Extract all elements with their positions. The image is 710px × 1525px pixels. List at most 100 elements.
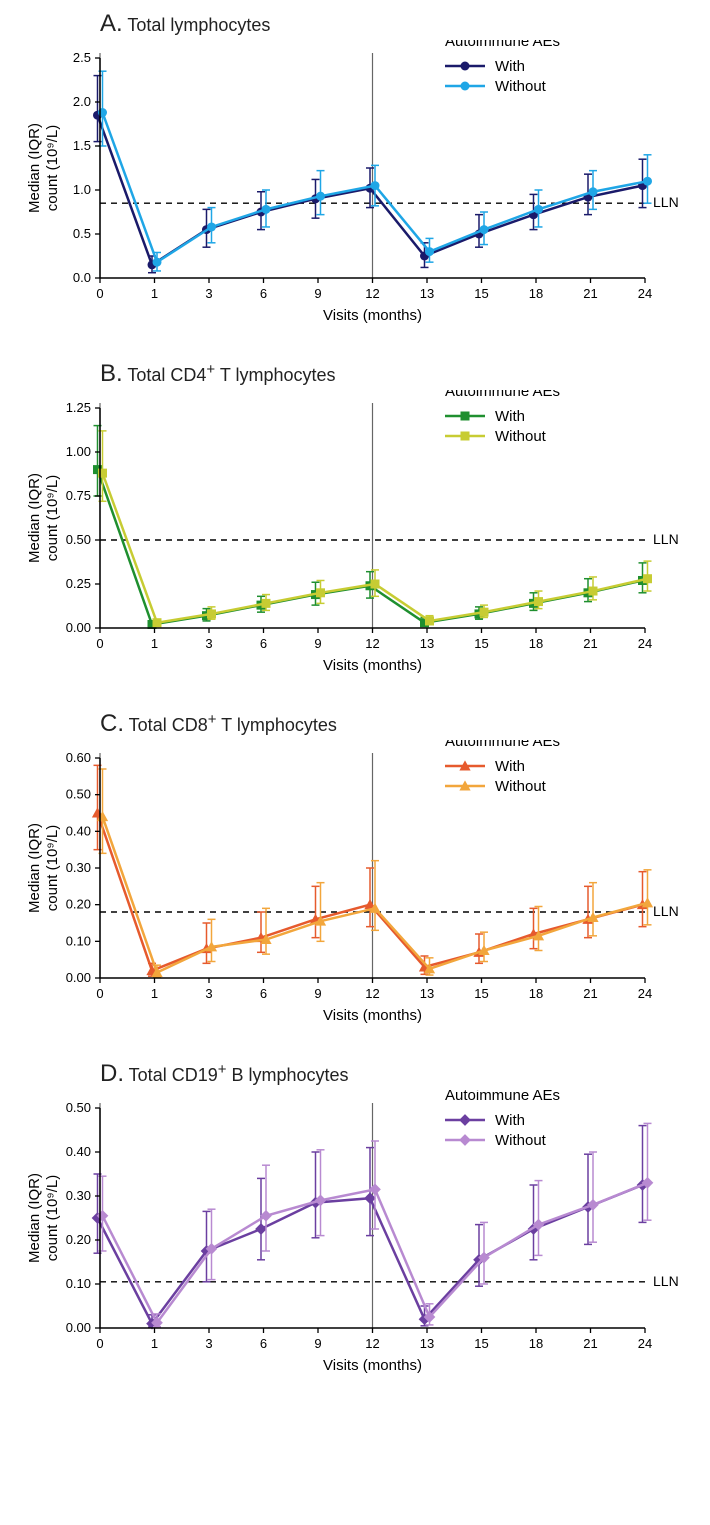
x-tick-label: 0 <box>96 636 103 651</box>
y-tick-label: 0.25 <box>66 576 91 591</box>
y-axis-title: Median (IQR)count (10⁹/L) <box>26 123 61 213</box>
panel-B: B. Total CD4+ T lymphocytes LLN 0.00 0.25 0.… <box>10 360 700 690</box>
y-tick-label: 0.20 <box>66 897 91 912</box>
x-tick-label: 18 <box>529 986 543 1001</box>
x-tick-label: 6 <box>260 986 267 1001</box>
legend-label: With <box>495 408 525 425</box>
legend-label: Without <box>495 778 547 795</box>
x-tick-label: 24 <box>638 986 652 1001</box>
legend-title: Autoimmune AEs <box>445 1090 560 1104</box>
x-tick-label: 9 <box>314 636 321 651</box>
x-tick-label: 24 <box>638 636 652 651</box>
y-tick-label: 0.60 <box>66 750 91 765</box>
legend-title: Autoimmune AEs <box>445 390 560 400</box>
x-tick-label: 0 <box>96 986 103 1001</box>
x-tick-label: 15 <box>474 1336 488 1351</box>
x-tick-label: 0 <box>96 286 103 301</box>
legend-label: With <box>495 758 525 775</box>
x-tick-label: 3 <box>205 636 212 651</box>
y-tick-label: 0.00 <box>66 1320 91 1335</box>
x-tick-label: 21 <box>583 1336 597 1351</box>
x-tick-label: 13 <box>420 636 434 651</box>
y-tick-label: 0.10 <box>66 1276 91 1291</box>
legend-title: Autoimmune AEs <box>445 40 560 50</box>
x-axis-title: Visits (months) <box>323 1357 422 1374</box>
x-tick-label: 9 <box>314 986 321 1001</box>
y-axis-title: Median (IQR)count (10⁹/L) <box>26 473 61 563</box>
chart-D: LLN0.000.100.200.300.400.500136912131518… <box>10 1090 700 1390</box>
x-tick-label: 12 <box>365 286 379 301</box>
x-tick-label: 13 <box>420 286 434 301</box>
y-tick-label: 0.30 <box>66 1188 91 1203</box>
series-line-without <box>103 473 648 623</box>
lln-label: LLN <box>653 1273 679 1289</box>
panel-A: A. Total lymphocytes LLN 0.0 0.5 1.0 1.5 2.0 2.… <box>10 10 700 340</box>
chart-B: LLN0.000.250.500.751.001.250136912131518… <box>10 390 700 690</box>
x-tick-label: 6 <box>260 286 267 301</box>
x-tick-label: 15 <box>474 986 488 1001</box>
y-tick-label: 0.50 <box>66 1100 91 1115</box>
x-tick-label: 24 <box>638 286 652 301</box>
x-tick-label: 9 <box>314 1336 321 1351</box>
x-tick-label: 1 <box>151 636 158 651</box>
y-tick-label: 0.00 <box>66 620 91 635</box>
lln-label: LLN <box>653 194 679 210</box>
panel-title-D: D. Total CD19+ B lymphocytes <box>100 1060 700 1088</box>
y-tick-label: 0.50 <box>66 532 91 547</box>
lln-label: LLN <box>653 903 679 919</box>
chart-A: LLN0.00.51.01.52.02.501369121315182124Vi… <box>10 40 700 340</box>
y-tick-label: 2.5 <box>73 50 91 65</box>
x-tick-label: 21 <box>583 286 597 301</box>
x-tick-label: 12 <box>365 1336 379 1351</box>
legend-label: Without <box>495 1132 547 1149</box>
lln-label: LLN <box>653 531 679 547</box>
chart-C: LLN0.000.100.200.300.400.500.60013691213… <box>10 740 700 1040</box>
y-tick-label: 0.75 <box>66 488 91 503</box>
x-tick-label: 13 <box>420 1336 434 1351</box>
y-tick-label: 0.10 <box>66 933 91 948</box>
x-tick-label: 18 <box>529 636 543 651</box>
y-tick-label: 2.0 <box>73 94 91 109</box>
x-tick-label: 3 <box>205 1336 212 1351</box>
legend-label: Without <box>495 428 547 445</box>
x-tick-label: 1 <box>151 286 158 301</box>
panel-title-C: C. Total CD8+ T lymphocytes <box>100 710 700 738</box>
x-tick-label: 18 <box>529 1336 543 1351</box>
series-line-with <box>98 470 643 625</box>
y-tick-label: 0.30 <box>66 860 91 875</box>
x-tick-label: 3 <box>205 986 212 1001</box>
x-tick-label: 15 <box>474 286 488 301</box>
panel-C: C. Total CD8+ T lymphocytes LLN 0.00 0.10 0.… <box>10 710 700 1040</box>
y-tick-label: 0.50 <box>66 787 91 802</box>
x-axis-title: Visits (months) <box>323 1007 422 1024</box>
legend-label: With <box>495 58 525 75</box>
x-tick-label: 21 <box>583 986 597 1001</box>
y-tick-label: 1.00 <box>66 444 91 459</box>
y-tick-label: 0.00 <box>66 970 91 985</box>
panel-title-B: B. Total CD4+ T lymphocytes <box>100 360 700 388</box>
x-tick-label: 6 <box>260 1336 267 1351</box>
y-tick-label: 0.40 <box>66 1144 91 1159</box>
x-axis-title: Visits (months) <box>323 307 422 324</box>
y-axis-title: Median (IQR)count (10⁹/L) <box>26 1173 61 1263</box>
x-tick-label: 18 <box>529 286 543 301</box>
legend-label: With <box>495 1112 525 1129</box>
x-tick-label: 24 <box>638 1336 652 1351</box>
legend-title: Autoimmune AEs <box>445 740 560 750</box>
legend-label: Without <box>495 78 547 95</box>
y-tick-label: 0.40 <box>66 823 91 838</box>
y-tick-label: 1.0 <box>73 182 91 197</box>
panel-title-A: A. Total lymphocytes <box>100 10 700 38</box>
y-tick-label: 0.20 <box>66 1232 91 1247</box>
y-tick-label: 0.0 <box>73 270 91 285</box>
y-axis-title: Median (IQR)count (10⁹/L) <box>26 823 61 913</box>
x-axis-title: Visits (months) <box>323 657 422 674</box>
y-tick-label: 1.25 <box>66 400 91 415</box>
x-tick-label: 21 <box>583 636 597 651</box>
y-tick-label: 0.5 <box>73 226 91 241</box>
x-tick-label: 3 <box>205 286 212 301</box>
y-tick-label: 1.5 <box>73 138 91 153</box>
panel-D: D. Total CD19+ B lymphocytes LLN 0.00 0.10 0… <box>10 1060 700 1390</box>
x-tick-label: 1 <box>151 986 158 1001</box>
x-tick-label: 12 <box>365 636 379 651</box>
